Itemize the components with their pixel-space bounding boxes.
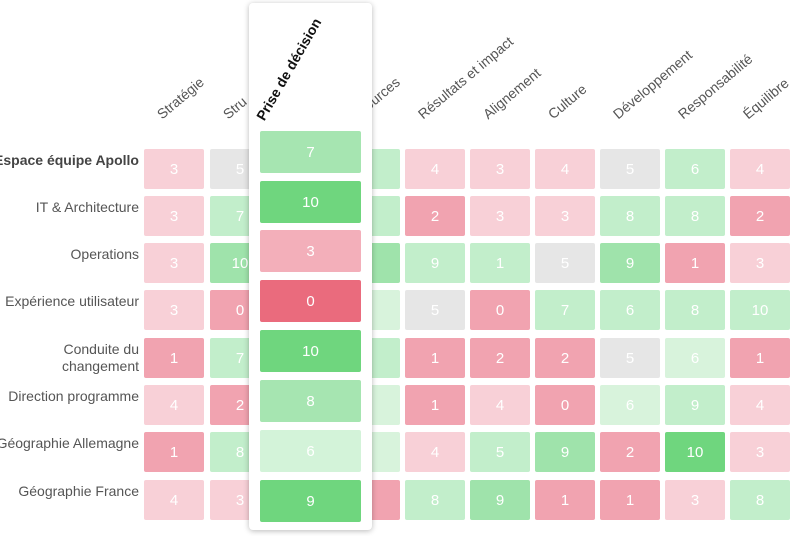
heatmap-cell: 6 [600, 385, 660, 425]
column-label: Alignement [479, 64, 544, 122]
heatmap-cell: 3 [470, 196, 530, 236]
heatmap-cell: 2 [535, 338, 595, 378]
heatmap-cell: 4 [144, 385, 204, 425]
heatmap-cell: 8 [665, 196, 725, 236]
heatmap-cell: 4 [730, 149, 790, 189]
popup-cell: 8 [260, 380, 361, 422]
heatmap-cell: 4 [144, 480, 204, 520]
heatmap-cell: 1 [405, 338, 465, 378]
heatmap-cell: 4 [730, 385, 790, 425]
popup-cell: 10 [260, 330, 361, 372]
heatmap-cell: 6 [665, 338, 725, 378]
row-label: Operations [70, 246, 139, 262]
heatmap-cell: 3 [665, 480, 725, 520]
heatmap-cell: 9 [665, 385, 725, 425]
heatmap-cell: 1 [144, 432, 204, 472]
heatmap-cell: 4 [405, 432, 465, 472]
heatmap-cell: 3 [144, 290, 204, 330]
heatmap-cell: 10 [730, 290, 790, 330]
row-label: IT & Architecture [35, 199, 139, 215]
heatmap-cell: 3 [144, 149, 204, 189]
row-label: Expérience utilisateur [5, 293, 139, 309]
row-label: Espace équipe Apollo [0, 152, 139, 168]
popup-cell: 7 [260, 131, 361, 173]
row-label: Géographie Allemagne [0, 435, 139, 451]
heatmap-cell: 4 [535, 149, 595, 189]
heatmap-cell: 5 [470, 432, 530, 472]
heatmap-cell: 2 [730, 196, 790, 236]
heatmap-cell: 2 [470, 338, 530, 378]
heatmap-cell: 5 [535, 243, 595, 283]
heatmap-cell: 5 [600, 338, 660, 378]
heatmap-cell: 8 [665, 290, 725, 330]
row-label: Géographie France [18, 483, 139, 499]
heatmap-cell: 3 [144, 243, 204, 283]
row-label: Direction programme [8, 388, 139, 404]
column-label: Culture [544, 80, 590, 122]
heatmap-cell: 1 [535, 480, 595, 520]
heatmap-cell: 2 [600, 432, 660, 472]
heatmap-cell: 1 [730, 338, 790, 378]
heatmap-cell: 3 [470, 149, 530, 189]
heatmap-cell: 1 [600, 480, 660, 520]
popup-cell: 6 [260, 430, 361, 472]
heatmap-cell: 10 [665, 432, 725, 472]
heatmap-cell: 1 [665, 243, 725, 283]
heatmap-cell: 4 [470, 385, 530, 425]
heatmap-cell: 6 [600, 290, 660, 330]
heatmap-cell: 5 [600, 149, 660, 189]
heatmap-cell: 9 [600, 243, 660, 283]
heatmap-cell: 8 [730, 480, 790, 520]
heatmap-cell: 1 [144, 338, 204, 378]
heatmap-cell: 0 [535, 385, 595, 425]
popup-cell: 3 [260, 230, 361, 272]
popup-cell: 10 [260, 181, 361, 223]
heatmap-cell: 3 [535, 196, 595, 236]
heatmap-cell: 1 [405, 385, 465, 425]
heatmap-cell: 1 [470, 243, 530, 283]
heatmap-cell: 9 [535, 432, 595, 472]
heatmap-cell: 8 [600, 196, 660, 236]
heatmap-cell: 6 [665, 149, 725, 189]
heatmap-cell: 9 [405, 243, 465, 283]
popup-cell: 0 [260, 280, 361, 322]
heatmap-cell: 9 [470, 480, 530, 520]
heatmap-cell: 3 [730, 243, 790, 283]
heatmap-cell: 4 [405, 149, 465, 189]
heatmap-cell: 7 [535, 290, 595, 330]
column-label: Stratégie [153, 73, 207, 122]
heatmap-cell: 0 [470, 290, 530, 330]
popup-cell: 9 [260, 480, 361, 522]
heatmap-cell: 8 [405, 480, 465, 520]
column-label: Équilibre [739, 74, 792, 122]
row-label: Conduite du changement [61, 341, 139, 374]
popup-column-title: Prise de décision [253, 15, 325, 123]
heatmap-cell: 3 [144, 196, 204, 236]
heatmap-cell: 5 [405, 290, 465, 330]
column-label: Stru [219, 93, 250, 122]
heatmap-cell: 2 [405, 196, 465, 236]
highlighted-column-popup: Prise de décision 7 10 3 0 10 8 6 9 [249, 3, 372, 530]
heatmap-cell: 3 [730, 432, 790, 472]
